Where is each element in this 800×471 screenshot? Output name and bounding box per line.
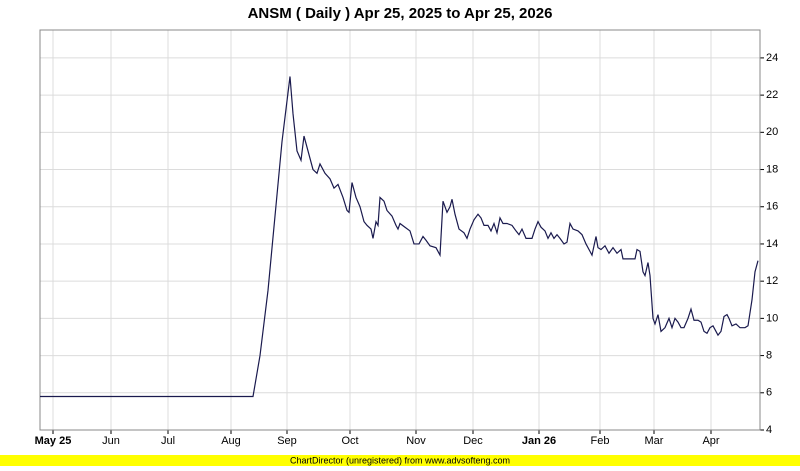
y-tick-label: 14 (766, 238, 778, 250)
plot-area (40, 30, 760, 430)
footer: ChartDirector (unregistered) from www.ad… (290, 455, 510, 465)
x-tick-label: Jul (161, 435, 175, 447)
price-line (40, 76, 759, 398)
x-tick-label: Apr (702, 435, 719, 447)
plot-border (39, 29, 761, 431)
x-tick-label: Aug (221, 435, 241, 447)
x-tick-label: Jun (102, 435, 120, 447)
y-tick-label: 12 (766, 275, 778, 287)
x-tick-label: May 25 (35, 435, 72, 447)
x-tick-label: Dec (463, 435, 483, 447)
y-tick-label: 18 (766, 163, 778, 175)
x-tick-label: Feb (591, 435, 610, 447)
y-tick-label: 16 (766, 201, 778, 213)
y-tick-label: 4 (766, 424, 772, 436)
y-tick-label: 8 (766, 349, 772, 361)
x-tick-label: Nov (406, 435, 426, 447)
chart-title: ANSM ( Daily ) Apr 25, 2025 to Apr 25, 2… (248, 5, 553, 22)
y-tick-label: 22 (766, 89, 778, 101)
footer-bar (0, 455, 800, 466)
y-tick-label: 20 (766, 126, 778, 138)
y-tick-label: 6 (766, 387, 772, 399)
y-tick-label: 24 (766, 52, 778, 64)
x-tick-label: Jan 26 (522, 435, 556, 447)
x-tick-label: Sep (277, 435, 297, 447)
y-tick-label: 10 (766, 312, 778, 324)
x-tick-label: Mar (645, 435, 664, 447)
x-tick-label: Oct (341, 435, 358, 447)
